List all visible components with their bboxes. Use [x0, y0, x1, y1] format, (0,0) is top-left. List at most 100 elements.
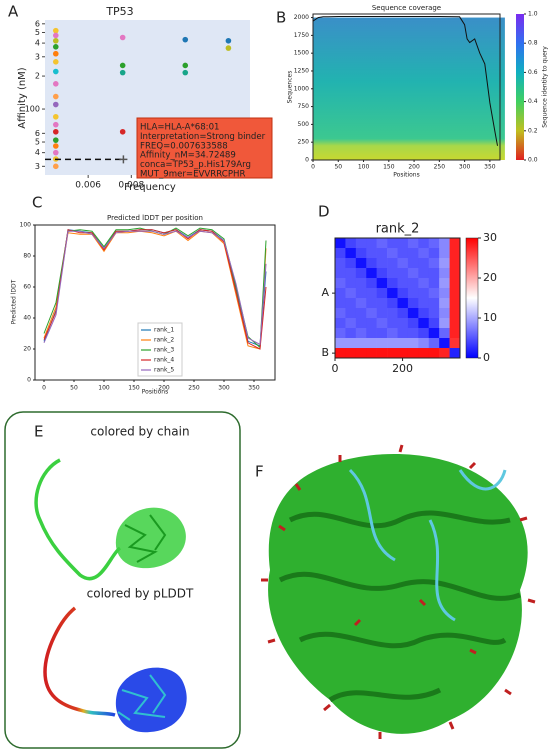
legend-label: rank_4 — [154, 357, 174, 364]
heatmap-cell — [366, 298, 377, 309]
y-tick-label: 5 — [35, 138, 40, 147]
heatmap-cell — [387, 338, 398, 349]
x-tick-label: 350 — [248, 385, 260, 392]
colorbar-tick-label: 0.2 — [528, 127, 538, 134]
heatmap-cell — [355, 248, 367, 259]
panel-label: A — [8, 3, 19, 21]
heatmap-cell — [335, 248, 346, 259]
heatmap-cell — [407, 258, 419, 269]
heatmap-cell — [335, 238, 346, 249]
heatmap-cell — [407, 278, 419, 289]
y-tick-label: 250 — [298, 139, 310, 146]
x-tick-label: 50 — [334, 164, 342, 171]
point — [119, 69, 126, 76]
x-tick-label: 300 — [218, 385, 230, 392]
heatmap-cell — [428, 328, 440, 339]
heatmap-cell — [439, 258, 450, 269]
heatmap-cell — [428, 248, 440, 259]
y-tick-label: 500 — [298, 121, 310, 128]
heatmap-cell — [407, 328, 419, 339]
heatmap-cell — [345, 328, 357, 339]
heatmap-cell — [387, 238, 398, 249]
heatmap-cell — [439, 288, 450, 299]
point — [52, 68, 59, 75]
x-tick-label: 200 — [158, 385, 170, 392]
heatmap-cell — [355, 308, 367, 319]
heatmap-cell — [366, 308, 377, 319]
y-tick-label: 750 — [298, 103, 310, 110]
heatmap-cell — [345, 258, 357, 269]
heatmap-cell — [387, 318, 398, 329]
y-axis-label: Affinity (nM) — [17, 67, 28, 129]
heatmap-cell — [449, 308, 461, 319]
y-tick-label: B — [321, 346, 329, 359]
y-tick-label: 0 — [27, 377, 31, 384]
heatmap-cell — [345, 338, 357, 349]
point — [182, 62, 189, 69]
heatmap-cell — [376, 288, 388, 299]
legend-label: rank_3 — [154, 347, 174, 354]
y-tick-label: 100 — [25, 105, 40, 114]
heatmap-cell — [355, 288, 367, 299]
plot-frame — [34, 224, 276, 381]
y-tick-label: 6 — [35, 129, 40, 138]
y-tick-label: 2000 — [294, 14, 309, 21]
y-tick-label: 1250 — [294, 67, 309, 74]
heatmap-cell — [355, 338, 367, 349]
x-tick-label: 0.006 — [75, 181, 101, 191]
y-tick-label: 60 — [23, 284, 31, 291]
heatmap-cell — [397, 338, 409, 349]
x-tick-label: 200 — [408, 164, 420, 171]
caption: colored by pLDDT — [87, 587, 194, 601]
heatmap-cell — [366, 278, 377, 289]
plot-frame — [334, 237, 461, 359]
panel-label: B — [276, 9, 286, 27]
heatmap-cell — [376, 278, 388, 289]
y-axis-label: Predicted lDDT — [11, 279, 18, 324]
heatmap-cell — [449, 298, 461, 309]
point — [119, 34, 126, 41]
y-tick-label: A — [321, 286, 329, 299]
heatmap-cell — [376, 248, 388, 259]
colorbar-tick-label: 0 — [483, 351, 490, 364]
chain-domain — [115, 507, 186, 569]
plddt-ribbon — [43, 606, 116, 717]
heatmap-cell — [418, 348, 430, 359]
heatmap-cell — [366, 328, 377, 339]
heatmap-cell — [397, 318, 409, 329]
legend-label: rank_2 — [154, 337, 174, 344]
heatmap-cell — [345, 308, 357, 319]
heatmap-cell — [345, 268, 357, 279]
heatmap-cell — [345, 298, 357, 309]
heatmap-cell — [449, 338, 461, 349]
x-tick-label: 100 — [98, 385, 110, 392]
y-tick-label: 1750 — [294, 32, 309, 39]
y-tick-label: 0 — [305, 157, 309, 164]
heatmap-cell — [449, 278, 461, 289]
heatmap-cell — [418, 328, 430, 339]
chart-title: Predicted lDDT per position — [107, 214, 203, 222]
heatmap-cell — [376, 268, 388, 279]
heatmap-cell — [418, 318, 430, 329]
heatmap-cell — [418, 308, 430, 319]
x-axis-label: Positions — [393, 172, 420, 179]
colorbar-label: Sequence identity to query — [542, 46, 549, 128]
point — [52, 149, 59, 156]
point — [52, 101, 59, 108]
heatmap-cell — [428, 278, 440, 289]
heatmap-cell — [366, 348, 377, 359]
heatmap-cell — [397, 288, 409, 299]
chart-title: Sequence coverage — [372, 4, 441, 12]
tooltip-line: Interpretation=Strong binder — [140, 132, 266, 142]
heatmap-cell — [439, 268, 450, 279]
heatmap-cell — [397, 268, 409, 279]
heatmap-cell — [376, 298, 388, 309]
heatmap-cell — [387, 248, 398, 259]
heatmap-cell — [449, 288, 461, 299]
heatmap-cell — [335, 328, 346, 339]
y-tick-label: 3 — [35, 52, 40, 61]
y-tick-label: 20 — [23, 346, 31, 353]
heatmap-cell — [428, 298, 440, 309]
heatmap-cell — [345, 248, 357, 259]
point — [52, 163, 59, 170]
